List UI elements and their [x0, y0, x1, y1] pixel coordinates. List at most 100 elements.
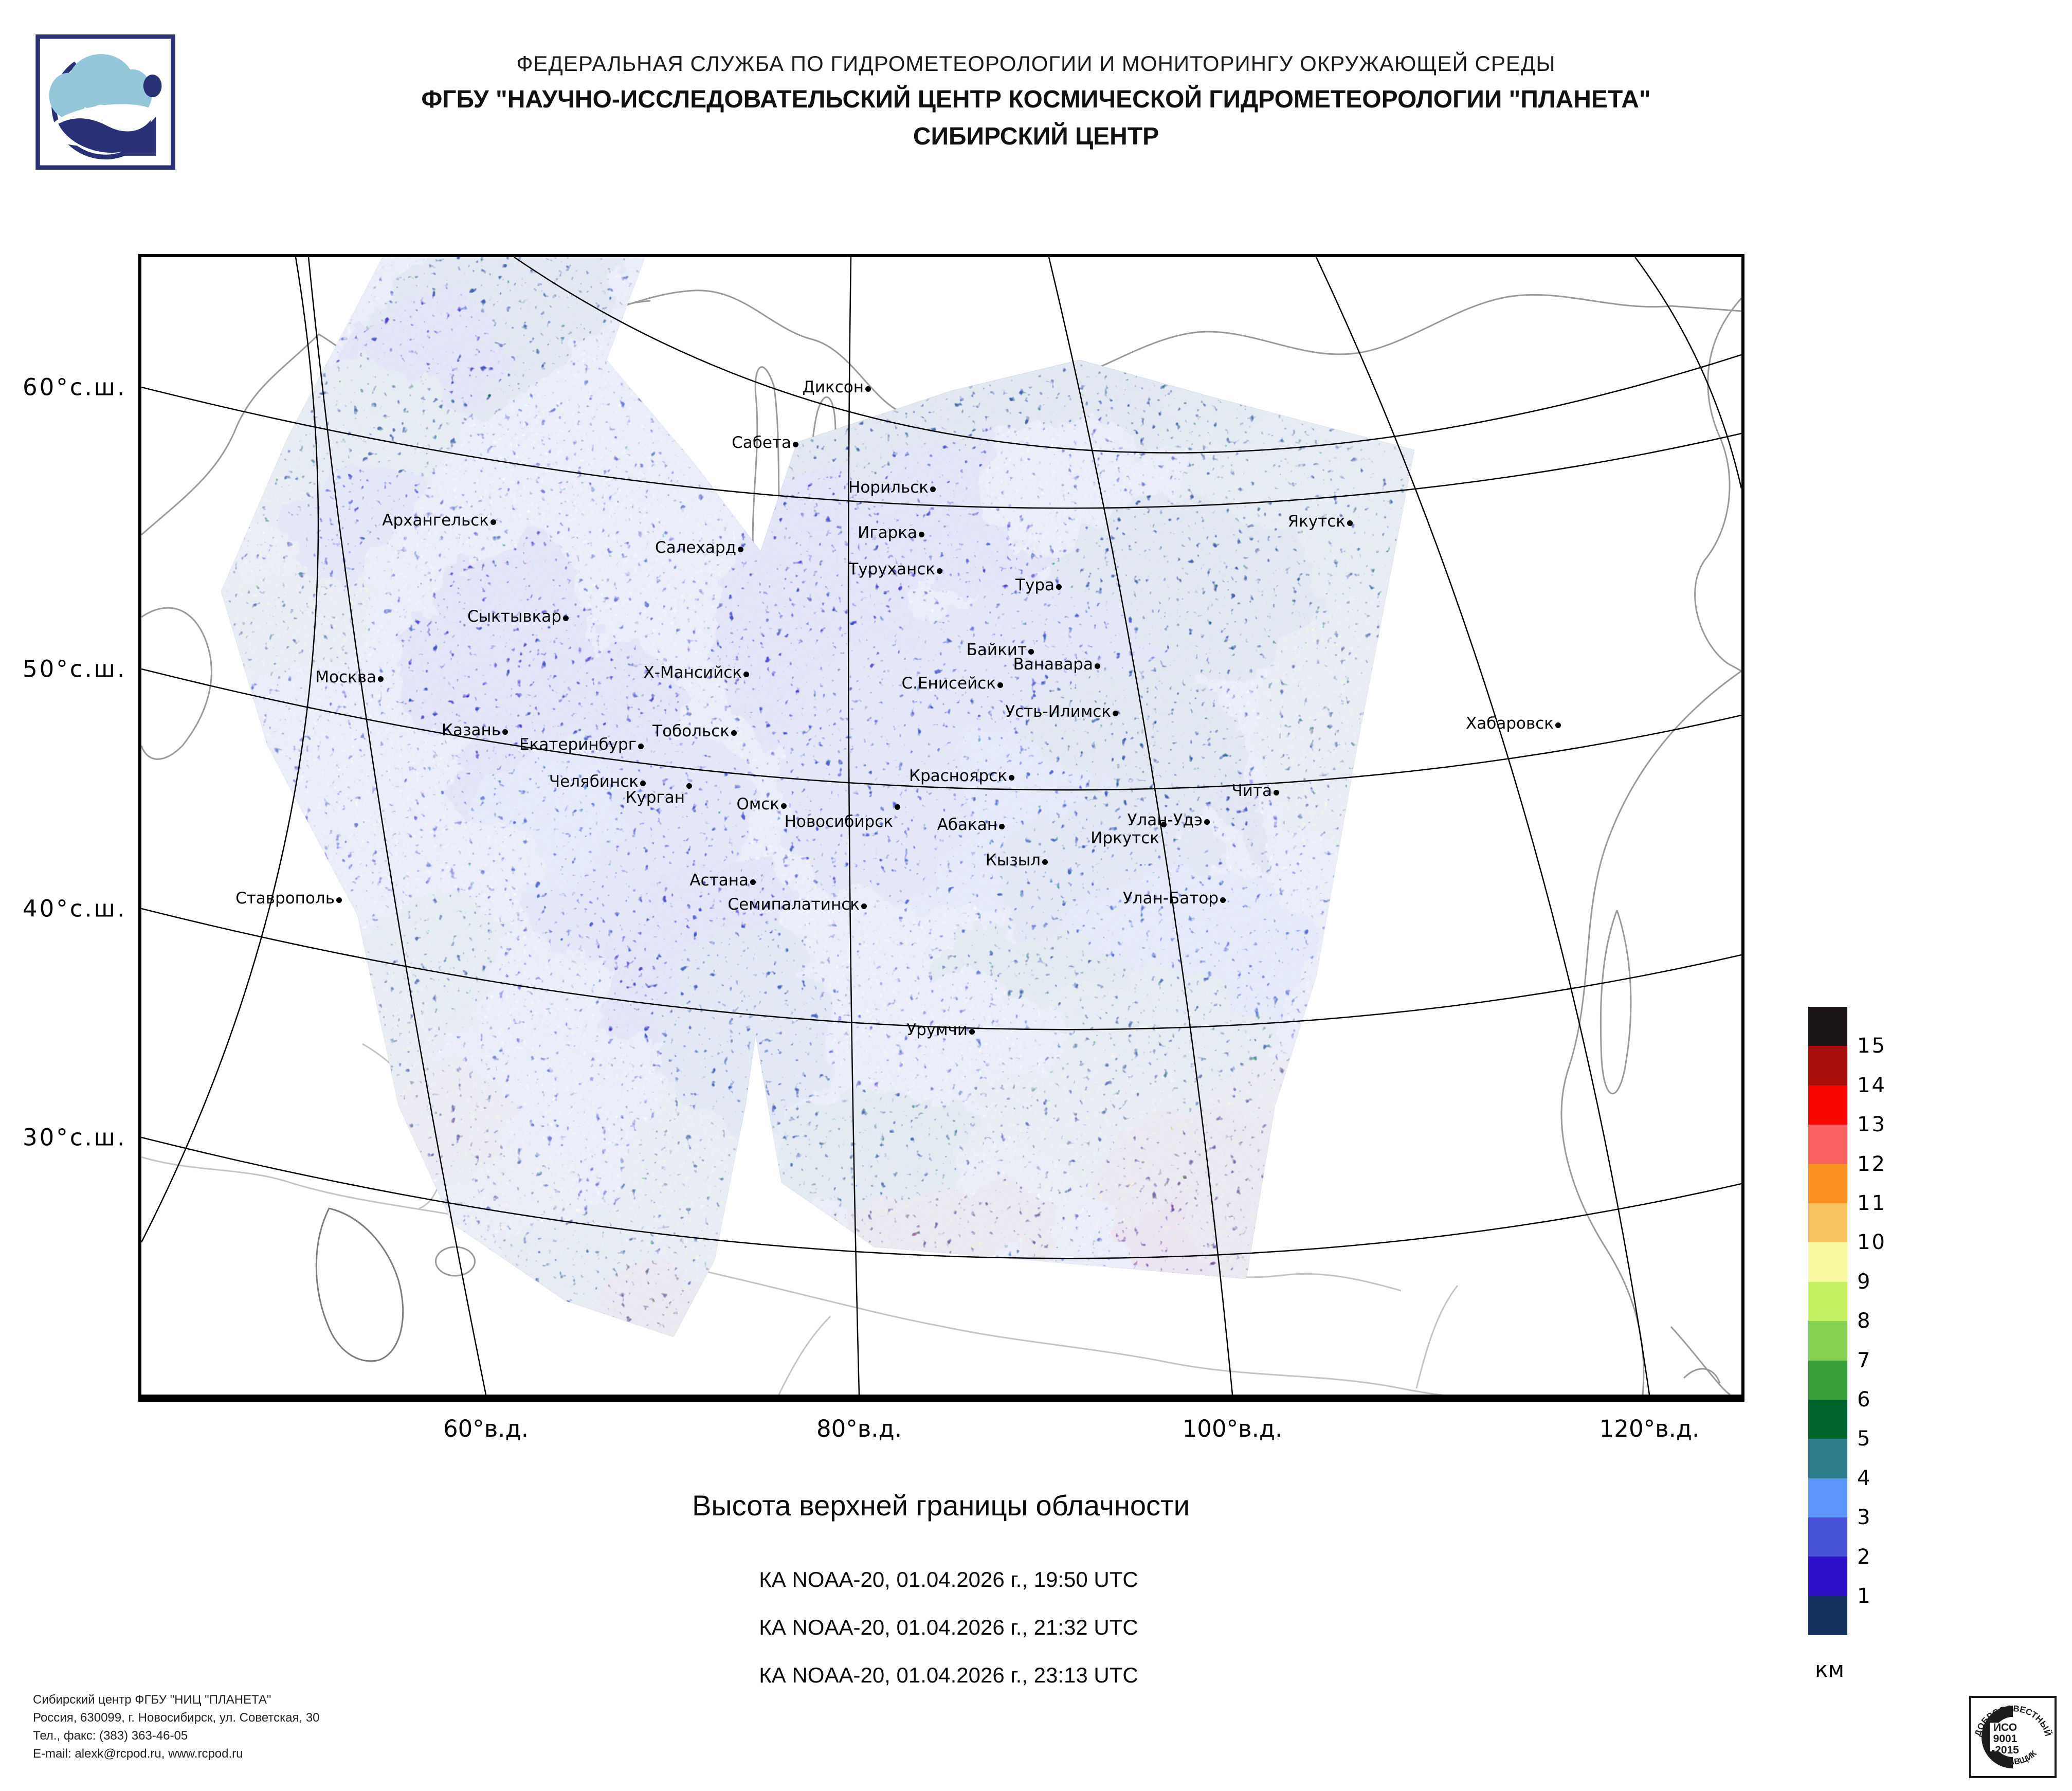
- city-dot-icon: [743, 672, 749, 677]
- city-label: Омск: [736, 795, 779, 814]
- map-frame: Диксон Сабета Норильск Игарка Туруханск Тура Я…: [138, 254, 1744, 1402]
- city-label: Хабаровск: [1465, 714, 1554, 733]
- city-dot-icon: [1220, 897, 1226, 903]
- city-label: Улан-Батор: [1122, 889, 1219, 908]
- legend-value: 12: [1857, 1152, 1886, 1176]
- lat-label: 40°с.ш.: [23, 895, 127, 922]
- city-label: Салехард: [655, 538, 736, 557]
- city-dot-icon: [336, 897, 342, 903]
- city-dot-icon: [563, 616, 569, 621]
- city-label: Сабета: [732, 433, 791, 453]
- city-dot-icon: [999, 824, 1005, 829]
- legend-color-cell: [1808, 1517, 1847, 1557]
- city-label: Тобольск: [652, 722, 730, 741]
- legend-value: 5: [1857, 1427, 1872, 1451]
- lon-label: 100°в.д.: [1182, 1415, 1283, 1442]
- legend-color-cell: [1808, 1125, 1847, 1164]
- city-layer: Диксон Сабета Норильск Игарка Туруханск Тура Я…: [141, 257, 1741, 1395]
- legend-color-cell: [1808, 1046, 1847, 1086]
- lon-label: 60°в.д.: [443, 1415, 529, 1442]
- city-label: Урумчи: [906, 1021, 968, 1040]
- city-dot-icon: [750, 879, 756, 885]
- header-center: СИБИРСКИЙ ЦЕНТР: [913, 123, 1159, 150]
- city-dot-icon: [1095, 663, 1100, 669]
- city-label: Диксон: [802, 378, 864, 397]
- city-label: Усть-Илимск: [1005, 702, 1111, 721]
- city-dot-icon: [865, 386, 871, 392]
- city-dot-icon: [1161, 822, 1167, 827]
- city-label: Ставрополь: [235, 889, 335, 908]
- city-label: Чита: [1231, 782, 1272, 801]
- city-label: Красноярск: [908, 767, 1007, 786]
- satellite-cloud-map: [141, 257, 1741, 1395]
- city-dot-icon: [1555, 722, 1561, 728]
- legend-color-cell: [1808, 1439, 1847, 1478]
- city-dot-icon: [638, 744, 644, 749]
- legend-color-cell: [1808, 1007, 1847, 1046]
- city-dot-icon: [731, 730, 737, 736]
- legend-color-cell: [1808, 1596, 1847, 1636]
- city-dot-icon: [490, 519, 496, 525]
- city-dot-icon: [1204, 819, 1210, 825]
- city-label: Сыктывкар: [467, 607, 561, 626]
- stamp-iso: ИСО: [1993, 1722, 2017, 1733]
- legend-color-cell: [1808, 1164, 1847, 1203]
- city-label: Игарка: [858, 523, 917, 542]
- city-label: Тура: [1015, 576, 1055, 595]
- city-dot-icon: [1009, 775, 1014, 781]
- city-label: Челябинск: [549, 772, 639, 791]
- city-dot-icon: [640, 781, 646, 786]
- legend-color-cell: [1808, 1085, 1847, 1125]
- lon-label: 80°в.д.: [816, 1415, 902, 1442]
- city-label: С.Енисейск: [901, 674, 996, 693]
- city-label: Кызыл: [985, 851, 1041, 870]
- legend-color-cell: [1808, 1321, 1847, 1361]
- city-label: Х-Мансийск: [643, 663, 742, 682]
- city-label: Архангельск: [382, 511, 489, 530]
- city-label: Туруханск: [848, 560, 935, 579]
- lat-label: 30°с.ш.: [23, 1124, 127, 1151]
- lon-label: 120°в.д.: [1599, 1415, 1700, 1442]
- header-institution: ФГБУ "НАУЧНО-ИССЛЕДОВАТЕЛЬСКИЙ ЦЕНТР КОС…: [421, 86, 1651, 113]
- city-label: Семипалатинск: [728, 895, 860, 914]
- satellite-pass-1: КА NOAA-20, 01.04.2026 г., 19:50 UTC: [759, 1567, 1138, 1591]
- legend-value: 10: [1857, 1231, 1886, 1255]
- legend-colorbar: [1808, 1007, 1847, 1636]
- city-dot-icon: [378, 676, 384, 682]
- city-dot-icon: [793, 442, 798, 447]
- satellite-pass-3: КА NOAA-20, 01.04.2026 г., 23:13 UTC: [759, 1663, 1138, 1687]
- city-label: Астана: [689, 871, 749, 890]
- city-dot-icon: [738, 547, 743, 552]
- city-label: Ванавара: [1013, 655, 1093, 674]
- city-label: Екатеринбург: [519, 735, 637, 754]
- legend-value: 1: [1857, 1584, 1872, 1608]
- city-dot-icon: [861, 903, 867, 909]
- city-label: Якутск: [1287, 512, 1346, 531]
- city-dot-icon: [1028, 649, 1034, 655]
- legend-color-cell: [1808, 1281, 1847, 1322]
- legend-color-cell: [1808, 1242, 1847, 1282]
- legend-value: 14: [1857, 1073, 1886, 1097]
- legend-value: 2: [1857, 1545, 1872, 1569]
- legend-value: 3: [1857, 1506, 1872, 1530]
- legend-color-cell: [1808, 1203, 1847, 1243]
- footer-phone: Тел., факс: (383) 363-46-05: [33, 1729, 188, 1743]
- legend-color-cell: [1808, 1478, 1847, 1518]
- city-dot-icon: [686, 783, 692, 789]
- legend-value: 8: [1857, 1309, 1872, 1333]
- logo-globe: [49, 54, 162, 160]
- city-dot-icon: [1274, 790, 1279, 795]
- city-dot-icon: [1347, 520, 1353, 526]
- stamp-2015: -2015: [1991, 1744, 2019, 1756]
- planeta-logo-icon: [35, 34, 175, 170]
- city-label: Норильск: [848, 478, 929, 497]
- city-dot-icon: [969, 1029, 975, 1035]
- city-dot-icon: [997, 682, 1003, 688]
- legend-value: 4: [1857, 1466, 1872, 1490]
- lat-label: 60°с.ш.: [23, 373, 127, 401]
- city-label: Казань: [441, 721, 501, 740]
- lat-label: 50°с.ш.: [23, 655, 127, 683]
- legend-value: 11: [1857, 1191, 1886, 1215]
- footer-address: Россия, 630099, г. Новосибирск, ул. Сове…: [33, 1711, 320, 1725]
